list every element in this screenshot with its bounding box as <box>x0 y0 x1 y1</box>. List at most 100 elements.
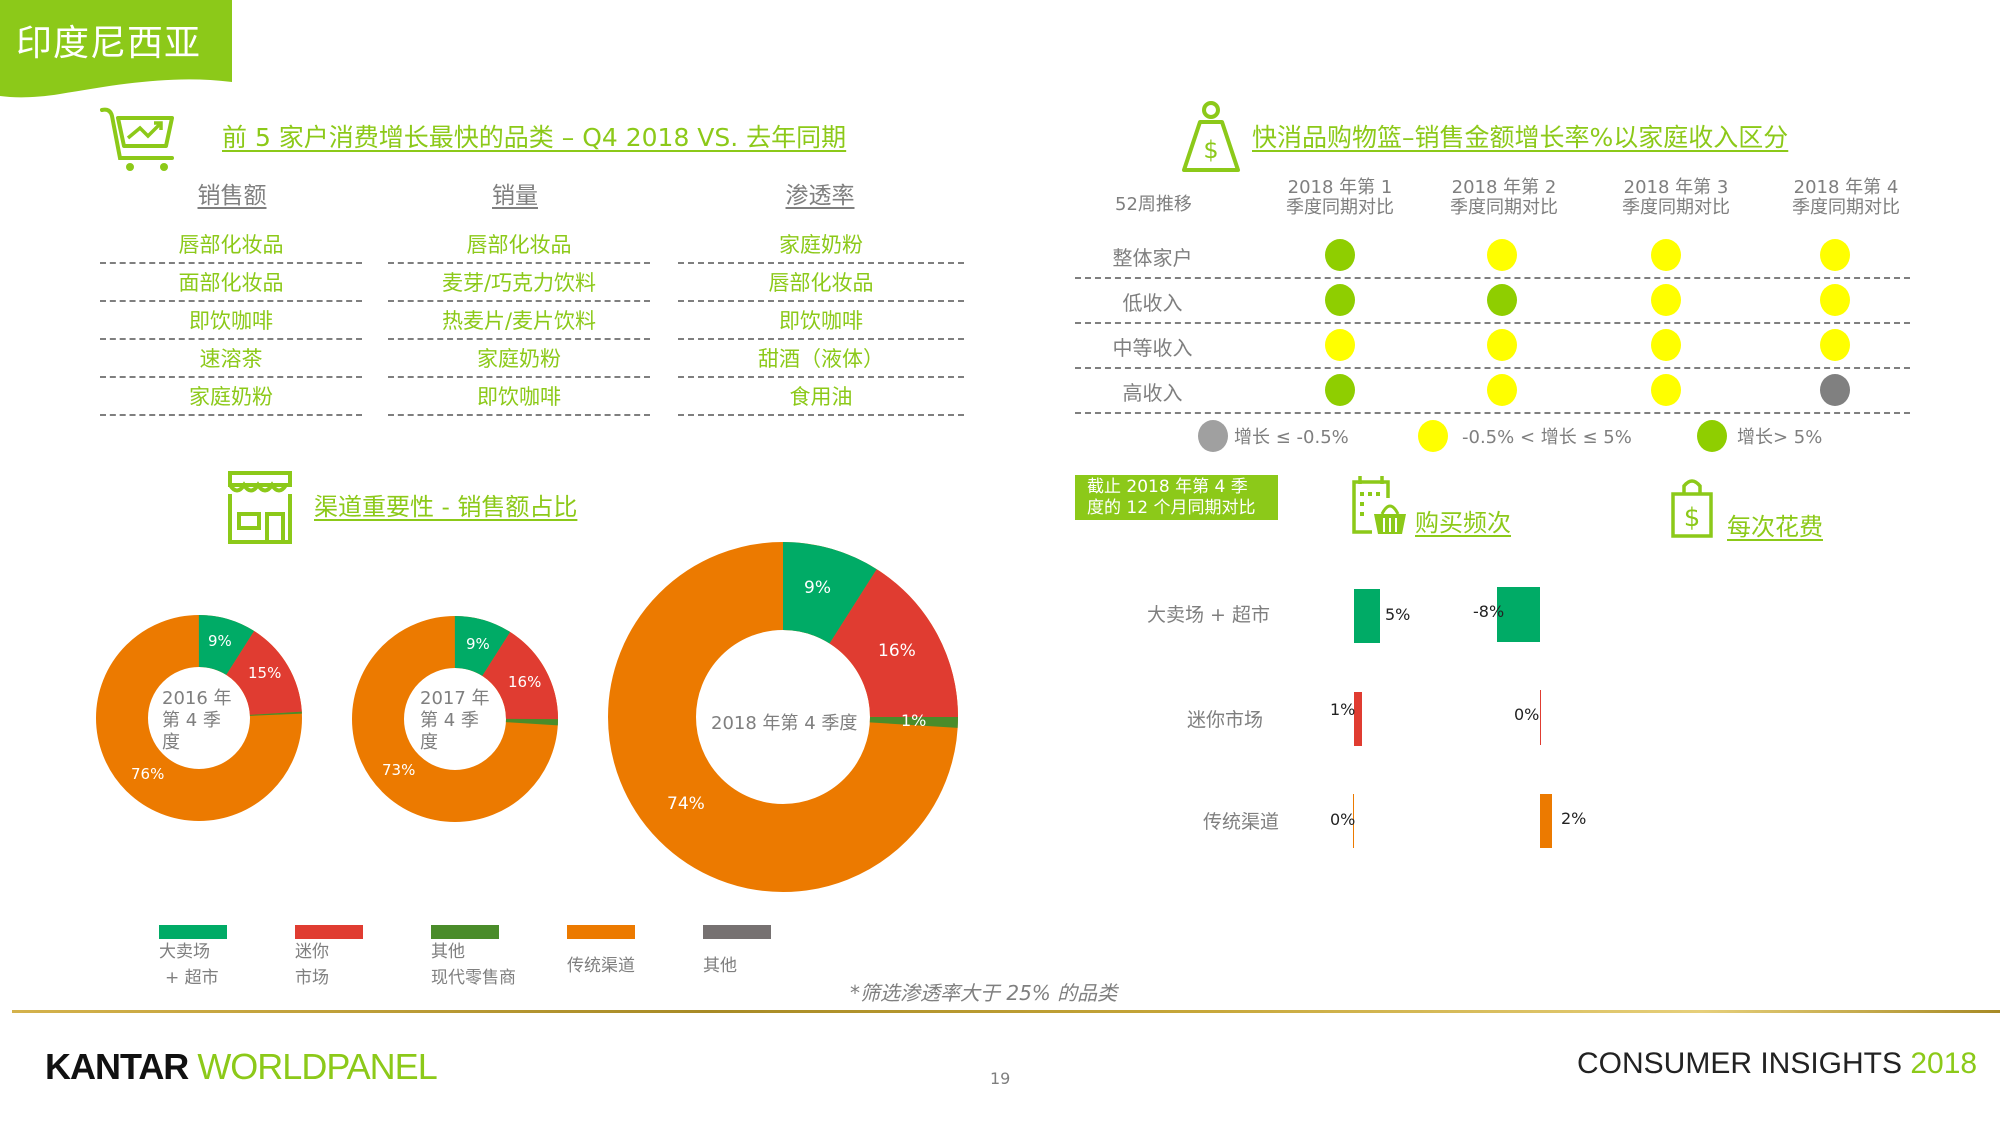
bar-value: 0% <box>1330 810 1356 829</box>
category-list-volume: 唇部化妆品 麦芽/巧克力饮料 热麦片/麦片饮料 家庭奶粉 即饮咖啡 <box>388 226 650 416</box>
table-column-q3: 2018 年第 3 季度同期对比 <box>1622 177 1730 218</box>
swatch-dark-green <box>431 925 499 939</box>
swatch-red <box>295 925 363 939</box>
status-dot-yellow <box>1820 239 1850 271</box>
bar-value: 1% <box>1330 700 1356 719</box>
status-dot-yellow <box>1487 239 1517 271</box>
bar-value: 0% <box>1514 705 1540 724</box>
column-header-volume: 销量 <box>492 183 538 209</box>
donut-chart-2017-q4 <box>352 616 558 822</box>
column-header-sales-value: 销售额 <box>197 183 267 209</box>
spend-bar-hyper-super <box>1497 587 1540 642</box>
status-dot-green <box>1487 284 1517 316</box>
list-item: 甜酒（液体） <box>678 340 964 378</box>
table-column-q4: 2018 年第 4 季度同期对比 <box>1792 177 1900 218</box>
donut-label: 74% <box>667 794 705 814</box>
top-categories-title: 前 5 家户消费增长最快的品类 – Q4 2018 VS. 去年同期 <box>222 123 847 152</box>
table-row-low-income: 低收入 <box>1075 279 1910 324</box>
frequency-bar-traditional <box>1353 794 1354 848</box>
category-list-sales-value: 唇部化妆品 面部化妆品 即饮咖啡 速溶茶 家庭奶粉 <box>100 226 362 416</box>
table-row-middle-income: 中等收入 <box>1075 324 1910 369</box>
donut-label: 16% <box>508 673 542 691</box>
donut-label: 76% <box>131 765 165 783</box>
status-dot-green <box>1325 239 1355 271</box>
donut-label: 9% <box>466 635 490 653</box>
donut-label: 1% <box>901 711 927 730</box>
status-dot-yellow <box>1820 329 1850 361</box>
list-item: 食用油 <box>678 378 964 416</box>
bar-row-label: 大卖场 + 超市 <box>1147 604 1270 626</box>
donut-center-label: 2016 年 第 4 季 度 <box>162 688 232 753</box>
bar-value: 5% <box>1385 605 1411 624</box>
bar-value: 2% <box>1561 809 1587 828</box>
spend-bar-minimarket <box>1540 690 1541 745</box>
table-column-q1: 2018 年第 1 季度同期对比 <box>1286 177 1394 218</box>
legend-flat: -0.5% < 增长 ≤ 5% <box>1418 420 1632 452</box>
list-item: 即饮咖啡 <box>388 378 650 416</box>
status-dot-yellow <box>1651 329 1681 361</box>
consumer-insights-brand: CONSUMER INSIGHTS 2018 <box>1577 1047 1978 1080</box>
frequency-bar-minimarket <box>1354 692 1362 746</box>
store-icon <box>228 471 292 544</box>
donut-label: 9% <box>804 578 831 598</box>
list-item: 速溶茶 <box>100 340 362 378</box>
list-item: 热麦片/麦片饮料 <box>388 302 650 340</box>
legend-traditional: 传统渠道 <box>567 925 635 979</box>
shopping-bag-dollar-icon: $ <box>1671 479 1713 538</box>
kantar-worldpanel-logo: KANTAR WORLDPANEL <box>45 1046 438 1087</box>
calendar-basket-icon <box>1352 476 1406 534</box>
page-number: 19 <box>990 1069 1011 1088</box>
list-item: 唇部化妆品 <box>678 264 964 302</box>
footnote: *筛选渗透率大于 25% 的品类 <box>850 981 1118 1005</box>
table-row-high-income: 高收入 <box>1075 369 1910 414</box>
income-table-title: 快消品购物篮–销售金额增长率%以家庭收入区分 <box>1252 123 1789 152</box>
swatch-orange <box>567 925 635 939</box>
table-row-all-households: 整体家户 <box>1075 234 1910 279</box>
legend-decline: 增长 ≤ -0.5% <box>1198 420 1349 452</box>
grey-dot-icon <box>1198 420 1228 452</box>
svg-text:$: $ <box>1684 503 1701 533</box>
list-item: 家庭奶粉 <box>100 378 362 416</box>
list-item: 即饮咖啡 <box>678 302 964 340</box>
status-dot-yellow <box>1487 374 1517 406</box>
period-label: 52周推移 <box>1115 194 1192 215</box>
legend-minimarket: 迷你 市场 <box>295 925 363 991</box>
donut-label: 9% <box>208 632 232 650</box>
status-dot-grey <box>1820 374 1850 406</box>
legend-other: 其他 <box>703 925 771 979</box>
legend-other-modern: 其他 现代零售商 <box>431 925 516 991</box>
status-dot-yellow <box>1487 329 1517 361</box>
yellow-dot-icon <box>1418 420 1448 452</box>
money-weight-icon: $ <box>1182 101 1240 172</box>
status-dot-yellow <box>1820 284 1850 316</box>
list-item: 家庭奶粉 <box>678 226 964 264</box>
list-item: 唇部化妆品 <box>100 226 362 264</box>
spend-title: 每次花费 <box>1727 513 1823 541</box>
donut-chart-2016-q4 <box>96 615 302 821</box>
frequency-title: 购买频次 <box>1415 509 1511 537</box>
legend-hyper-super: 大卖场 + 超市 <box>159 925 227 991</box>
swatch-green <box>159 925 227 939</box>
period-box: 截止 2018 年第 4 季 度的 12 个月同期对比 <box>1075 475 1278 520</box>
status-dot-yellow <box>1325 329 1355 361</box>
status-dot-yellow <box>1651 239 1681 271</box>
region-banner <box>0 0 232 98</box>
region-title: 印度尼西亚 <box>16 23 202 64</box>
column-header-penetration: 渗透率 <box>785 183 855 209</box>
donut-center-label: 2017 年 第 4 季 度 <box>420 688 490 753</box>
list-item: 唇部化妆品 <box>388 226 650 264</box>
spend-bar-traditional <box>1540 794 1552 848</box>
green-dot-icon <box>1697 420 1727 452</box>
channel-importance-title: 渠道重要性 - 销售额占比 <box>314 493 578 521</box>
swatch-grey <box>703 925 771 939</box>
donut-label: 16% <box>878 641 916 661</box>
donut-center-label: 2018 年第 4 季度 <box>711 713 858 734</box>
status-dot-yellow <box>1651 284 1681 316</box>
svg-text:$: $ <box>1203 136 1218 164</box>
list-item: 家庭奶粉 <box>388 340 650 378</box>
bar-row-label: 传统渠道 <box>1203 811 1280 833</box>
legend-growth: 增长> 5% <box>1697 420 1822 452</box>
donut-label: 15% <box>248 664 282 682</box>
list-item: 即饮咖啡 <box>100 302 362 340</box>
status-dot-green <box>1325 374 1355 406</box>
